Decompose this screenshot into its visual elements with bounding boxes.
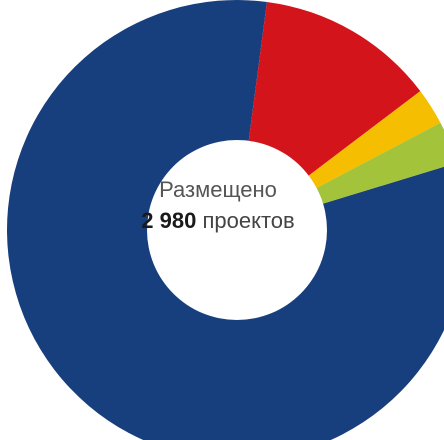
donut-hole	[147, 140, 327, 320]
